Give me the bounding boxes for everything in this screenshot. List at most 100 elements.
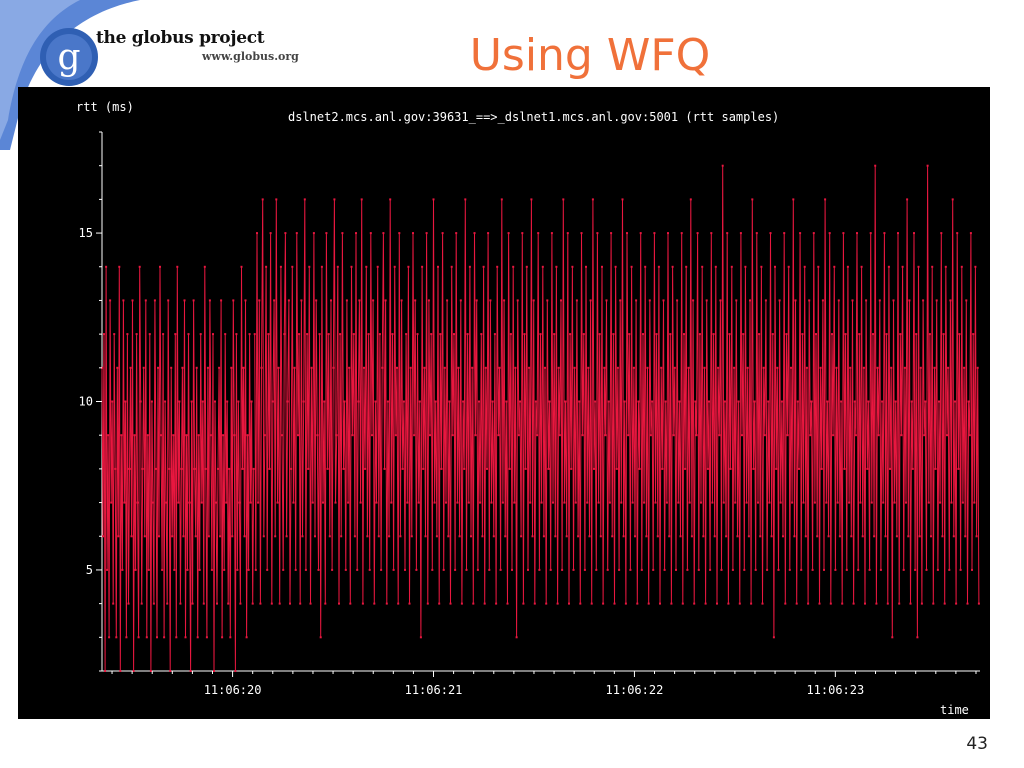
rtt-sample-point (473, 232, 476, 235)
rtt-sample-point (157, 366, 159, 369)
rtt-sample-point (974, 265, 977, 268)
rtt-sample-point (294, 568, 297, 571)
rtt-sample-point (447, 535, 450, 538)
rtt-sample-point (719, 299, 722, 302)
rtt-sample-point (147, 568, 150, 571)
rtt-sample-point (323, 400, 326, 403)
rtt-sample-point (163, 636, 166, 639)
rtt-sample-point (936, 568, 939, 571)
rtt-sample-point (649, 434, 652, 437)
rtt-sample-point (779, 501, 782, 504)
rtt-sample-point (486, 467, 488, 470)
rtt-sample-point (579, 602, 582, 605)
rtt-sample-point (746, 366, 749, 369)
rtt-sample-point (217, 467, 219, 470)
rtt-sample-point (949, 299, 952, 302)
x-tick-label: 11:06:20 (204, 683, 262, 697)
rtt-sample-point (400, 299, 403, 302)
rtt-sample-point (780, 400, 783, 403)
rtt-sample-point (664, 400, 667, 403)
rtt-sample-point (782, 535, 784, 538)
rtt-sample-point (621, 198, 624, 201)
rtt-sample-point (766, 568, 769, 571)
rtt-sample-point (339, 333, 342, 336)
rtt-sample-point (697, 568, 700, 571)
rtt-sample-point (854, 434, 857, 437)
rtt-sample-point (618, 568, 621, 571)
rtt-sample-point (596, 232, 599, 235)
rtt-sample-point (767, 400, 770, 403)
rtt-sample-point (810, 400, 813, 403)
rtt-sample-point (446, 299, 449, 302)
rtt-sample-point (240, 265, 243, 268)
rtt-sample-point (376, 265, 379, 268)
rtt-sample-point (159, 265, 161, 268)
rtt-sample-point (900, 434, 903, 437)
rtt-sample-point (253, 333, 256, 336)
rtt-sample-point (653, 232, 656, 235)
rtt-sample-point (941, 535, 944, 538)
rtt-sample-point (563, 501, 566, 504)
rtt-sample-point (460, 602, 463, 605)
rtt-sample-point (191, 602, 194, 605)
rtt-sample-point (286, 400, 289, 403)
rtt-sample-point (438, 602, 441, 605)
rtt-sample-point (571, 265, 574, 268)
rtt-sample-point (739, 232, 742, 235)
rtt-sample-point (728, 333, 731, 336)
rtt-sample-point (760, 265, 763, 268)
rtt-sample-point (173, 568, 176, 571)
rtt-sample-point (512, 265, 515, 268)
rtt-sample-point (838, 535, 841, 538)
rtt-sample-point (273, 299, 276, 302)
rtt-sample-point (869, 232, 872, 235)
rtt-sample-point (504, 535, 507, 538)
rtt-sample-point (247, 568, 250, 571)
rtt-sample-point (895, 535, 898, 538)
rtt-sample-point (166, 602, 169, 605)
rtt-sample-point (136, 501, 139, 504)
rtt-sample-point (347, 501, 350, 504)
rtt-sample-point (360, 198, 363, 201)
rtt-sample-point (189, 670, 192, 672)
rtt-sample-point (800, 568, 803, 571)
rtt-sample-point (116, 366, 119, 369)
rtt-sample-point (133, 434, 136, 437)
rtt-sample-point (688, 501, 691, 504)
rtt-sample-point (165, 501, 168, 504)
rtt-sample-point (557, 366, 560, 369)
rtt-sample-point (335, 434, 338, 437)
rtt-sample-point (396, 366, 398, 369)
rtt-sample-point (300, 299, 303, 302)
rtt-sample-point (256, 232, 258, 235)
rtt-sample-point (169, 670, 172, 672)
rtt-sample-point (536, 434, 539, 437)
rtt-sample-point (213, 670, 215, 672)
rtt-sample-point (148, 333, 151, 336)
rtt-sample-point (121, 568, 124, 571)
rtt-sample-point (239, 602, 242, 605)
rtt-sample-point (842, 232, 845, 235)
rtt-sample-point (156, 636, 158, 639)
logo-text: the globus project (96, 28, 265, 48)
rtt-sample-point (919, 366, 922, 369)
rtt-sample-point (142, 366, 145, 369)
rtt-sample-point (909, 602, 912, 605)
rtt-sample-point (307, 467, 310, 470)
rtt-sample-point (224, 333, 227, 336)
rtt-sample-point (570, 467, 573, 470)
rtt-sample-point (311, 501, 314, 504)
rtt-sample-point (804, 535, 807, 538)
rtt-sample-point (123, 501, 126, 504)
rtt-sample-point (626, 232, 628, 235)
rtt-sample-point (727, 602, 730, 605)
rtt-sample-point (954, 400, 956, 403)
rtt-sample-point (182, 535, 185, 538)
rtt-sample-point (268, 467, 271, 470)
rtt-sample-point (965, 299, 968, 302)
rtt-sample-point (971, 568, 973, 571)
rtt-sample-point (702, 535, 705, 538)
rtt-sample-point (267, 333, 270, 336)
rtt-sample-point (474, 434, 477, 437)
rtt-sample-point (383, 467, 386, 470)
